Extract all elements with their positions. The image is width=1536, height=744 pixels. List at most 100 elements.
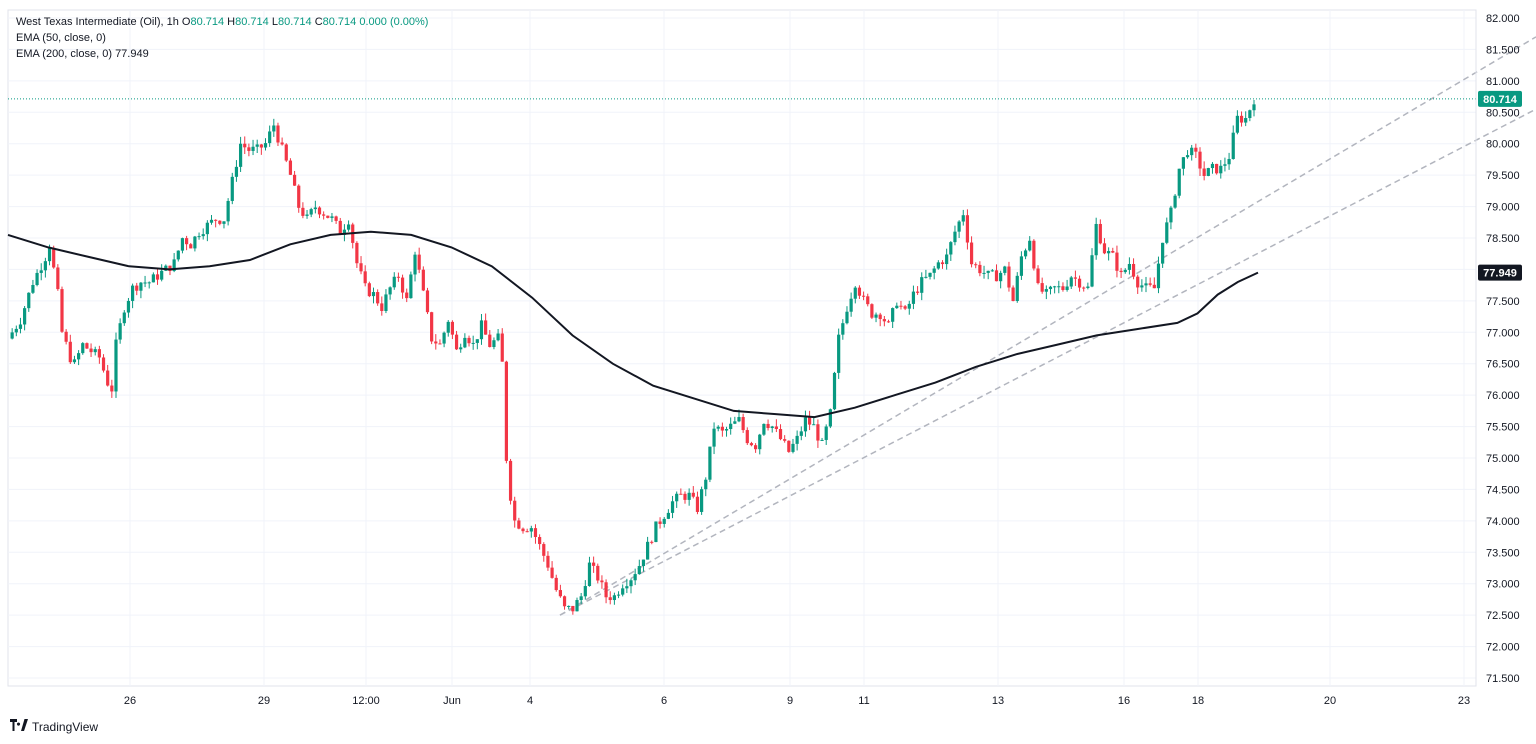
candle [762,423,766,436]
candle [866,293,870,307]
candle-body [940,262,945,265]
time-tick-label: 20 [1324,695,1336,707]
candle [334,215,338,224]
price-axis[interactable]: 82.000 81.500 81.000 80.500 80.000 79.500 79.0… [1475,10,1520,686]
candle-body [1131,263,1136,277]
candle-body [230,176,234,201]
candle [488,329,492,348]
candle [1057,280,1061,294]
candle-body [1032,240,1036,269]
tradingview-logo[interactable]: TradingView [10,719,98,734]
candle [1007,261,1011,292]
legend-ohlc-row[interactable]: West Texas Intermediate (Oil), 1h O80.71… [16,14,428,30]
candle [1036,265,1040,285]
candle-body [911,291,916,304]
candle-body [234,166,239,177]
time-axis[interactable]: 26 29 12:00 Jun 4 6 9 11 13 16 18 20 23 [124,695,1470,707]
candle [571,605,575,615]
candle [828,408,832,429]
candle-body [467,337,471,344]
candle-body [596,565,600,581]
candle-body [43,261,47,271]
candle [637,559,641,575]
candle [978,261,982,277]
candle-body [222,221,226,224]
candle [255,139,259,154]
candle [114,332,118,398]
candle-body [679,493,683,495]
candle [1053,285,1057,294]
candle [1227,152,1231,170]
candle-body [1248,110,1252,119]
candle-body [1048,286,1053,290]
candle [400,274,405,299]
candle [1028,236,1032,252]
candle [1165,217,1169,245]
candle-body [359,263,363,272]
candle [446,320,450,337]
candle [1082,286,1086,292]
candle [592,556,596,573]
candle [538,534,542,550]
candle-body [562,596,567,607]
candle-body [666,512,670,519]
candle [454,330,459,351]
candle [837,328,841,379]
candle-body [504,361,508,461]
candle [853,286,857,304]
candle-body [1090,255,1094,287]
candle-body [135,285,139,291]
candle [376,289,380,306]
candle [313,200,317,214]
candle-body [475,339,479,343]
candle [807,410,812,431]
candle-body [1194,147,1198,152]
price-tick-label: 72.000 [1486,642,1520,654]
candle-body [1169,207,1173,223]
candle [442,331,446,348]
candle [1086,282,1090,290]
candle-body [953,231,957,243]
price-tick-label: 73.000 [1486,579,1520,591]
candle-body [654,521,658,543]
trend-lines[interactable] [559,36,1536,616]
candle [1244,111,1248,127]
candle [492,337,496,350]
ema-200-badge [1478,264,1522,281]
candle [81,342,85,355]
candle [625,578,629,594]
candle [658,517,662,529]
candle [1194,143,1198,159]
candle [546,551,550,571]
candle [874,312,878,323]
candle-body [774,426,778,430]
candle-body [313,207,317,210]
candle-body [197,236,201,238]
candle-body [1152,284,1156,289]
legend-ema200-row[interactable]: EMA (200, close, 0) 77.949 [16,46,428,62]
candle-body [637,566,641,575]
candle-body [417,254,421,270]
candle-body [463,337,467,348]
candle [654,521,658,543]
candle [467,335,471,347]
candle [396,272,401,282]
candle [230,172,234,205]
price-tick-label: 74.000 [1486,516,1520,528]
candle-body [64,331,68,342]
candle-body [928,272,932,277]
candle [525,528,529,533]
candle-body [338,220,342,235]
legend-ema50-row[interactable]: EMA (50, close, 0) [16,30,428,46]
candle [1148,277,1152,287]
candle-body [189,244,193,249]
candle-body [305,214,309,216]
candle [176,250,180,262]
candle-body [47,247,52,262]
candle-body [633,574,637,581]
candle-body [1107,251,1111,254]
candle-body [238,143,243,167]
candle-body [27,292,31,309]
candle [1140,279,1144,292]
